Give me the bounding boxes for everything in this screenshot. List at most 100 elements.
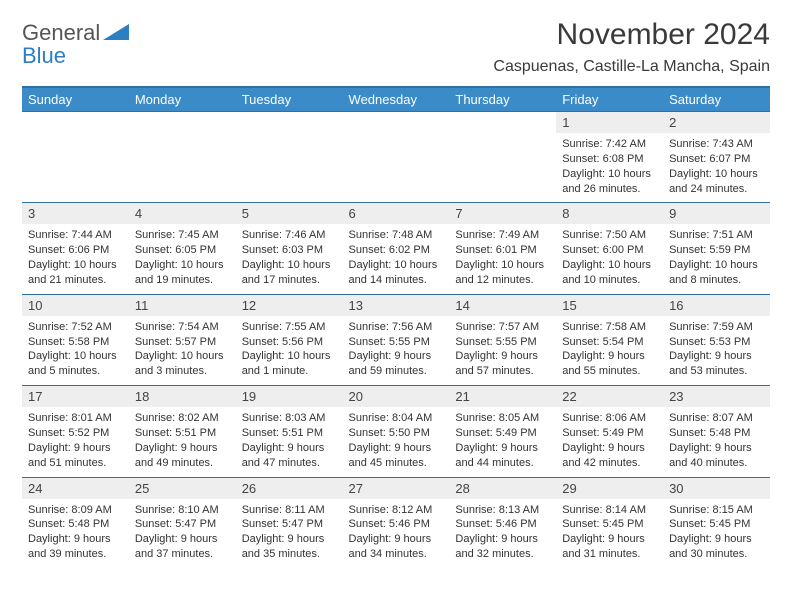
day-details: Sunrise: 7:50 AMSunset: 6:00 PMDaylight:…	[556, 224, 663, 293]
calendar-cell: 4Sunrise: 7:45 AMSunset: 6:05 PMDaylight…	[129, 203, 236, 294]
calendar-cell: ..	[449, 112, 556, 203]
calendar-cell: 11Sunrise: 7:54 AMSunset: 5:57 PMDayligh…	[129, 294, 236, 385]
sunrise-text: Sunrise: 7:59 AM	[669, 320, 764, 335]
sunset-text: Sunset: 5:57 PM	[135, 335, 230, 350]
sunset-text: Sunset: 5:59 PM	[669, 243, 764, 258]
day-details: Sunrise: 8:14 AMSunset: 5:45 PMDaylight:…	[556, 499, 663, 568]
day-details: Sunrise: 7:46 AMSunset: 6:03 PMDaylight:…	[236, 224, 343, 293]
sunset-text: Sunset: 5:46 PM	[455, 517, 550, 532]
calendar-cell: 14Sunrise: 7:57 AMSunset: 5:55 PMDayligh…	[449, 294, 556, 385]
calendar-cell: 28Sunrise: 8:13 AMSunset: 5:46 PMDayligh…	[449, 477, 556, 568]
day-number: 25	[129, 478, 236, 499]
daylight-text: Daylight: 10 hours and 24 minutes.	[669, 167, 764, 197]
calendar-week: ..........1Sunrise: 7:42 AMSunset: 6:08 …	[22, 112, 770, 203]
day-number: 4	[129, 203, 236, 224]
day-details: Sunrise: 8:05 AMSunset: 5:49 PMDaylight:…	[449, 407, 556, 476]
day-number: 24	[22, 478, 129, 499]
day-number: 18	[129, 386, 236, 407]
day-header: Wednesday	[343, 87, 450, 112]
calendar-week: 3Sunrise: 7:44 AMSunset: 6:06 PMDaylight…	[22, 203, 770, 294]
day-details: Sunrise: 7:42 AMSunset: 6:08 PMDaylight:…	[556, 133, 663, 202]
daylight-text: Daylight: 9 hours and 51 minutes.	[28, 441, 123, 471]
sunset-text: Sunset: 6:02 PM	[349, 243, 444, 258]
day-details: Sunrise: 8:13 AMSunset: 5:46 PMDaylight:…	[449, 499, 556, 568]
sunset-text: Sunset: 5:56 PM	[242, 335, 337, 350]
day-number: 9	[663, 203, 770, 224]
sunrise-text: Sunrise: 8:04 AM	[349, 411, 444, 426]
daylight-text: Daylight: 10 hours and 26 minutes.	[562, 167, 657, 197]
day-number: 27	[343, 478, 450, 499]
calendar-cell: 17Sunrise: 8:01 AMSunset: 5:52 PMDayligh…	[22, 386, 129, 477]
daylight-text: Daylight: 10 hours and 1 minute.	[242, 349, 337, 379]
daylight-text: Daylight: 9 hours and 42 minutes.	[562, 441, 657, 471]
sunrise-text: Sunrise: 7:50 AM	[562, 228, 657, 243]
day-details: Sunrise: 8:06 AMSunset: 5:49 PMDaylight:…	[556, 407, 663, 476]
calendar-cell: 19Sunrise: 8:03 AMSunset: 5:51 PMDayligh…	[236, 386, 343, 477]
sunrise-text: Sunrise: 8:13 AM	[455, 503, 550, 518]
day-number: 17	[22, 386, 129, 407]
sunrise-text: Sunrise: 7:52 AM	[28, 320, 123, 335]
sunset-text: Sunset: 5:49 PM	[455, 426, 550, 441]
daylight-text: Daylight: 10 hours and 8 minutes.	[669, 258, 764, 288]
calendar-cell: ..	[343, 112, 450, 203]
sunset-text: Sunset: 5:52 PM	[28, 426, 123, 441]
day-number: 21	[449, 386, 556, 407]
sunrise-text: Sunrise: 7:57 AM	[455, 320, 550, 335]
daylight-text: Daylight: 9 hours and 31 minutes.	[562, 532, 657, 562]
calendar-table: Sunday Monday Tuesday Wednesday Thursday…	[22, 86, 770, 568]
day-header-row: Sunday Monday Tuesday Wednesday Thursday…	[22, 87, 770, 112]
sunset-text: Sunset: 5:55 PM	[349, 335, 444, 350]
day-number: 8	[556, 203, 663, 224]
sunset-text: Sunset: 5:45 PM	[562, 517, 657, 532]
day-details: Sunrise: 7:56 AMSunset: 5:55 PMDaylight:…	[343, 316, 450, 385]
daylight-text: Daylight: 9 hours and 59 minutes.	[349, 349, 444, 379]
sunrise-text: Sunrise: 7:55 AM	[242, 320, 337, 335]
day-details: Sunrise: 7:51 AMSunset: 5:59 PMDaylight:…	[663, 224, 770, 293]
daylight-text: Daylight: 9 hours and 37 minutes.	[135, 532, 230, 562]
sunrise-text: Sunrise: 7:56 AM	[349, 320, 444, 335]
daylight-text: Daylight: 9 hours and 32 minutes.	[455, 532, 550, 562]
day-number: 19	[236, 386, 343, 407]
daylight-text: Daylight: 10 hours and 17 minutes.	[242, 258, 337, 288]
calendar-cell: 16Sunrise: 7:59 AMSunset: 5:53 PMDayligh…	[663, 294, 770, 385]
day-number: 23	[663, 386, 770, 407]
sunrise-text: Sunrise: 8:10 AM	[135, 503, 230, 518]
calendar-cell: 6Sunrise: 7:48 AMSunset: 6:02 PMDaylight…	[343, 203, 450, 294]
day-header: Saturday	[663, 87, 770, 112]
calendar-cell: 5Sunrise: 7:46 AMSunset: 6:03 PMDaylight…	[236, 203, 343, 294]
calendar-cell: 9Sunrise: 7:51 AMSunset: 5:59 PMDaylight…	[663, 203, 770, 294]
title-block: November 2024 Caspuenas, Castille-La Man…	[493, 18, 770, 82]
day-details: Sunrise: 7:52 AMSunset: 5:58 PMDaylight:…	[22, 316, 129, 385]
day-details: Sunrise: 7:57 AMSunset: 5:55 PMDaylight:…	[449, 316, 556, 385]
calendar-cell: 25Sunrise: 8:10 AMSunset: 5:47 PMDayligh…	[129, 477, 236, 568]
day-details: Sunrise: 8:12 AMSunset: 5:46 PMDaylight:…	[343, 499, 450, 568]
day-number: 7	[449, 203, 556, 224]
sunset-text: Sunset: 5:49 PM	[562, 426, 657, 441]
calendar-cell: ..	[22, 112, 129, 203]
day-number: 28	[449, 478, 556, 499]
daylight-text: Daylight: 9 hours and 53 minutes.	[669, 349, 764, 379]
day-details: Sunrise: 7:45 AMSunset: 6:05 PMDaylight:…	[129, 224, 236, 293]
sunset-text: Sunset: 5:53 PM	[669, 335, 764, 350]
calendar-cell: ..	[129, 112, 236, 203]
day-details: Sunrise: 7:55 AMSunset: 5:56 PMDaylight:…	[236, 316, 343, 385]
day-number: 10	[22, 295, 129, 316]
daylight-text: Daylight: 9 hours and 49 minutes.	[135, 441, 230, 471]
sunset-text: Sunset: 6:08 PM	[562, 152, 657, 167]
calendar-cell: 8Sunrise: 7:50 AMSunset: 6:00 PMDaylight…	[556, 203, 663, 294]
calendar-cell: 30Sunrise: 8:15 AMSunset: 5:45 PMDayligh…	[663, 477, 770, 568]
sunrise-text: Sunrise: 8:02 AM	[135, 411, 230, 426]
sunrise-text: Sunrise: 7:44 AM	[28, 228, 123, 243]
calendar-cell: 29Sunrise: 8:14 AMSunset: 5:45 PMDayligh…	[556, 477, 663, 568]
calendar-cell: 24Sunrise: 8:09 AMSunset: 5:48 PMDayligh…	[22, 477, 129, 568]
calendar-cell: 20Sunrise: 8:04 AMSunset: 5:50 PMDayligh…	[343, 386, 450, 477]
month-title: November 2024	[493, 18, 770, 52]
day-details: Sunrise: 8:04 AMSunset: 5:50 PMDaylight:…	[343, 407, 450, 476]
calendar-cell: 15Sunrise: 7:58 AMSunset: 5:54 PMDayligh…	[556, 294, 663, 385]
sunset-text: Sunset: 6:07 PM	[669, 152, 764, 167]
day-details: Sunrise: 8:09 AMSunset: 5:48 PMDaylight:…	[22, 499, 129, 568]
calendar-cell: 27Sunrise: 8:12 AMSunset: 5:46 PMDayligh…	[343, 477, 450, 568]
daylight-text: Daylight: 9 hours and 44 minutes.	[455, 441, 550, 471]
sunset-text: Sunset: 5:46 PM	[349, 517, 444, 532]
daylight-text: Daylight: 9 hours and 57 minutes.	[455, 349, 550, 379]
